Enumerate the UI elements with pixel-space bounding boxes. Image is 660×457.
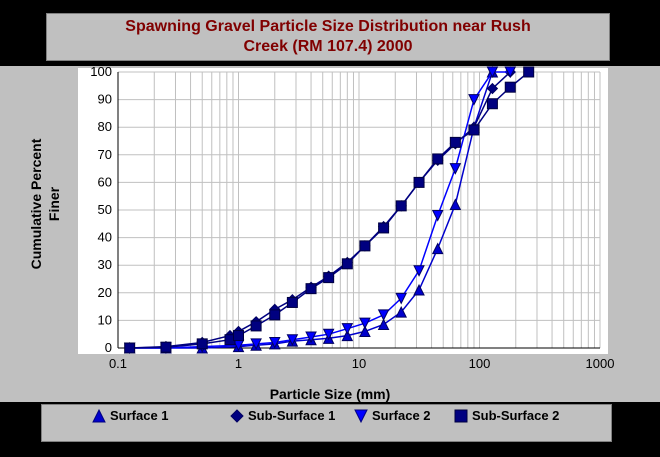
data-point-sub-surface-2 <box>378 222 390 234</box>
y-tick-label: 10 <box>98 312 112 327</box>
data-point-surface-2 <box>341 323 354 335</box>
y-tick-label: 60 <box>98 174 112 189</box>
data-point-sub-surface-2 <box>323 272 335 284</box>
y-tick-label: 90 <box>98 92 112 107</box>
data-point-surface-2 <box>250 338 262 350</box>
series-line-surface-1 <box>129 71 494 349</box>
data-point-surface-1 <box>395 306 408 318</box>
legend: Surface 1 Sub-Surface 1 Surface 2 Sub-Su… <box>41 404 612 442</box>
data-point-sub-surface-2 <box>341 258 353 270</box>
data-point-surface-2 <box>504 66 517 79</box>
x-axis-label: Particle Size (mm) <box>270 386 391 402</box>
data-point-sub-surface-2 <box>395 200 407 212</box>
data-point-surface-1 <box>413 283 425 296</box>
data-point-sub-surface-2 <box>432 153 444 165</box>
data-point-sub-surface-2 <box>250 320 262 332</box>
y-tick-label: 30 <box>98 257 112 272</box>
x-tick-label: 1 <box>235 356 242 371</box>
triangle-down-icon <box>354 409 368 423</box>
data-point-surface-2 <box>377 309 390 321</box>
y-tick-label: 0 <box>105 340 112 355</box>
data-point-surface-2 <box>395 292 408 305</box>
x-tick-label: 10 <box>352 356 366 371</box>
x-tick-label: 100 <box>469 356 491 371</box>
data-point-surface-2 <box>486 66 499 79</box>
data-point-surface-2 <box>268 336 281 349</box>
data-point-surface-2 <box>468 94 480 106</box>
square-icon <box>454 409 468 423</box>
data-point-sub-surface-2 <box>468 124 480 136</box>
x-tick-label: 1000 <box>586 356 615 371</box>
data-point-surface-2 <box>322 328 335 341</box>
data-point-surface-2 <box>413 265 425 277</box>
data-point-surface-1 <box>341 329 354 342</box>
data-point-surface-2 <box>449 163 462 175</box>
data-point-sub-surface-2 <box>196 338 208 350</box>
legend-label: Surface 2 <box>372 408 431 423</box>
data-point-sub-surface-1 <box>486 82 499 95</box>
legend-label: Sub-Surface 2 <box>472 408 560 423</box>
data-point-sub-surface-2 <box>486 98 498 110</box>
data-point-surface-2 <box>431 210 444 222</box>
data-point-sub-surface-2 <box>233 330 244 342</box>
legend-label: Sub-Surface 1 <box>248 408 336 423</box>
chart-title: Spawning Gravel Particle Size Distributi… <box>46 13 610 61</box>
data-point-sub-surface-2 <box>124 342 136 354</box>
y-tick-label: 100 <box>90 64 112 79</box>
data-point-sub-surface-2 <box>286 296 298 308</box>
data-point-sub-surface-2 <box>160 341 172 353</box>
data-point-sub-surface-2 <box>504 81 516 93</box>
data-point-sub-surface-2 <box>523 66 535 78</box>
y-tick-label: 80 <box>98 119 112 134</box>
data-point-sub-surface-2 <box>413 176 425 188</box>
data-point-surface-2 <box>305 331 317 344</box>
y-axis-label: Cumulative Percent Finer <box>28 138 62 269</box>
y-tick-label: 40 <box>98 230 112 245</box>
data-point-sub-surface-2 <box>359 240 371 252</box>
diamond-icon <box>230 409 244 423</box>
triangle-up-icon <box>92 409 106 423</box>
data-point-surface-1 <box>377 318 390 331</box>
data-point-sub-surface-2 <box>305 283 317 295</box>
legend-label: Surface 1 <box>110 408 169 423</box>
data-point-surface-2 <box>359 317 371 330</box>
y-tick-label: 50 <box>98 202 112 217</box>
data-point-sub-surface-2 <box>269 309 281 321</box>
data-point-surface-1 <box>431 242 444 255</box>
x-tick-label: 0.1 <box>109 356 127 371</box>
plot-area <box>78 68 608 354</box>
y-tick-label: 20 <box>98 285 112 300</box>
y-tick-label: 70 <box>98 147 112 162</box>
data-point-surface-1 <box>359 325 371 337</box>
data-point-surface-1 <box>449 198 462 210</box>
data-point-sub-surface-2 <box>449 136 461 148</box>
data-point-surface-2 <box>286 334 299 346</box>
